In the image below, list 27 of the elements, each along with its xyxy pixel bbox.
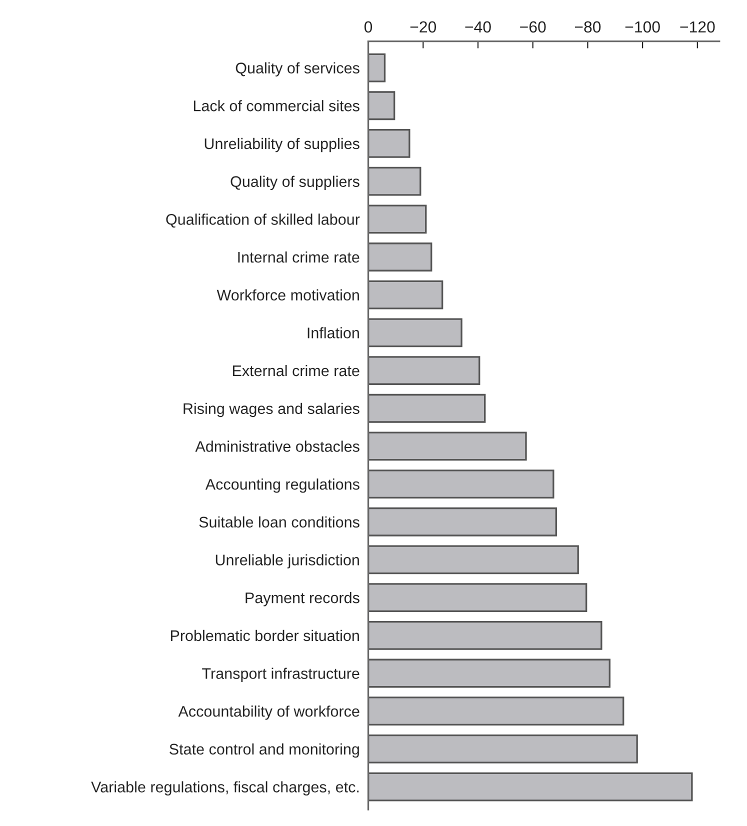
- y-tick-label: Rising wages and salaries: [184, 402, 360, 418]
- y-tick-label: Workforce motivation: [216, 289, 359, 301]
- y-tick-label: Quality of services: [236, 62, 360, 76]
- x-tick-label: −120: [680, 21, 715, 33]
- y-tick-label: Accounting regulations: [205, 478, 360, 493]
- x-tick-label: −100: [625, 21, 660, 33]
- x-tick-label: −60: [520, 21, 546, 33]
- y-tick-label: Unreliability of supplies: [204, 138, 360, 152]
- x-tick-label: 0: [364, 21, 372, 33]
- y-tick-label: State control and monitoring: [170, 743, 359, 758]
- y-tick-label: Inflation: [308, 327, 359, 338]
- x-tick-label: −40: [465, 21, 491, 33]
- y-tick-label: Lack of commercial sites: [194, 100, 360, 112]
- y-tick-label: Quality of suppliers: [230, 176, 360, 190]
- y-tick-label: Suitable loan conditions: [199, 516, 360, 528]
- y-tick-label: Qualification of skilled labour: [166, 214, 360, 228]
- y-tick-label: Problematic border situation: [170, 630, 359, 642]
- x-tick-label: −20: [410, 21, 436, 33]
- y-tick-label: Administrative obstacles: [195, 440, 360, 452]
- y-tick-label: Payment records: [246, 592, 360, 606]
- x-tick-label: −80: [574, 21, 601, 33]
- y-tick-label: Internal crime rate: [238, 251, 360, 263]
- y-tick-label: External crime rate: [232, 364, 360, 376]
- y-tick-label: Unreliable jurisdiction: [216, 554, 359, 568]
- y-tick-label: Accountability of workforce: [178, 706, 360, 720]
- y-tick-label: Transport infrastructure: [202, 668, 360, 682]
- y-tick-label: Variable regulations, fiscal charges, etc.: [91, 781, 359, 796]
